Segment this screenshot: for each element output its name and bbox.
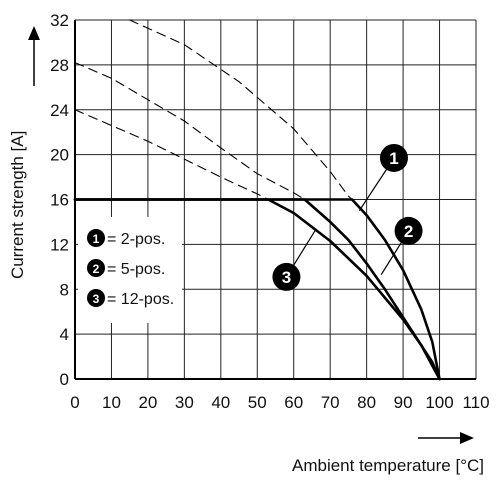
legend-marker-2 bbox=[87, 259, 105, 277]
y-tick-label: 20 bbox=[50, 146, 69, 165]
legend-entry-label: = 12-pos. bbox=[107, 291, 174, 308]
x-axis-label: Ambient temperature [°C] bbox=[292, 456, 484, 475]
badge-2-label: 2 bbox=[404, 222, 413, 241]
badge-2-circle bbox=[394, 216, 423, 245]
y-tick-label: 8 bbox=[60, 280, 69, 299]
y-tick-label: 16 bbox=[50, 191, 69, 210]
legend-marker-number: 3 bbox=[93, 292, 100, 306]
y-tick-label: 12 bbox=[50, 235, 69, 254]
y-tick-label: 24 bbox=[50, 101, 69, 120]
legend-marker-number: 1 bbox=[93, 232, 100, 246]
badge-3-label: 3 bbox=[282, 268, 291, 287]
legend-entry-label: = 2-pos. bbox=[107, 231, 165, 248]
x-tick-label: 80 bbox=[357, 393, 376, 412]
curve-badges: 1 2 3 bbox=[272, 143, 423, 291]
x-tick-label: 70 bbox=[321, 393, 340, 412]
x-tick-label: 60 bbox=[284, 393, 303, 412]
x-tick-label: 20 bbox=[138, 393, 157, 412]
series-3-dashed-line bbox=[74, 109, 269, 201]
x-tick-label: 30 bbox=[175, 393, 194, 412]
y-axis-label: Current strength [A] bbox=[8, 131, 27, 279]
legend-marker-3 bbox=[87, 289, 105, 307]
y-tick-label: 32 bbox=[50, 11, 69, 30]
y-tick-label: 4 bbox=[60, 325, 69, 344]
x-tick-label: 50 bbox=[248, 393, 267, 412]
legend-marker-1 bbox=[87, 229, 105, 247]
y-tick-label: 28 bbox=[50, 56, 69, 75]
y-tick-label: 0 bbox=[60, 370, 69, 389]
series-3-solid-line bbox=[73, 198, 441, 381]
x-tick-label: 40 bbox=[211, 393, 230, 412]
axes bbox=[74, 20, 476, 380]
x-tick-label: 10 bbox=[102, 393, 121, 412]
legend-entry-label: = 5-pos. bbox=[107, 261, 165, 278]
badge-1-label: 1 bbox=[389, 149, 398, 168]
series-2-dashed-line bbox=[74, 62, 306, 201]
badge-3-circle bbox=[272, 262, 301, 291]
x-tick-label: 0 bbox=[70, 393, 79, 412]
x-tick-label: 90 bbox=[394, 393, 413, 412]
y-axis-arrow bbox=[28, 26, 40, 86]
series-1-dashed-line bbox=[129, 19, 353, 201]
x-tick-label: 100 bbox=[425, 393, 453, 412]
legend-marker-number: 2 bbox=[93, 262, 100, 276]
legend: 1 = 2-pos. 2 = 5-pos. 3 = 12-pos. bbox=[78, 217, 182, 323]
badge-1-circle bbox=[379, 143, 408, 172]
x-axis-arrow bbox=[418, 432, 474, 444]
x-tick-label: 110 bbox=[462, 393, 489, 412]
